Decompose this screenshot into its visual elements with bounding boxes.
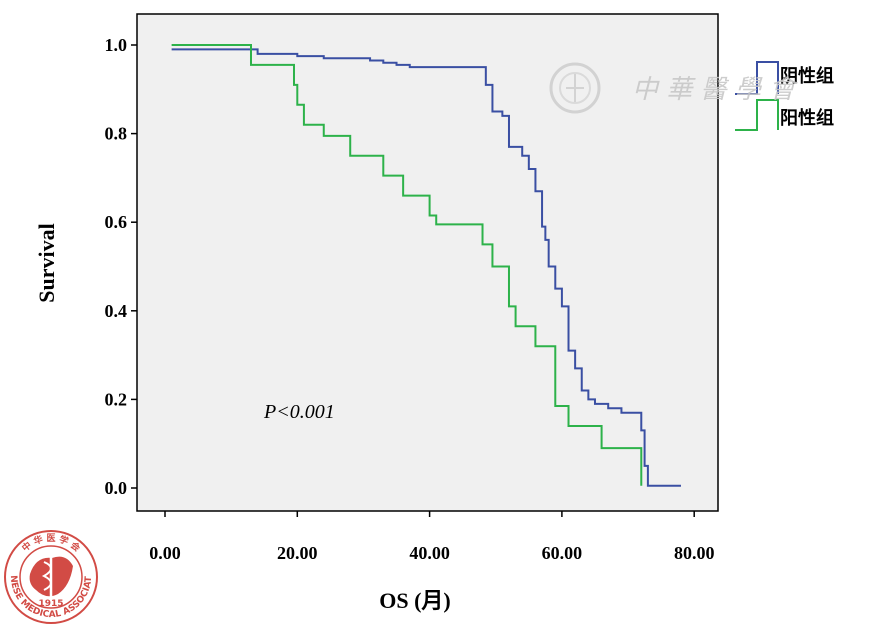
svg-text:1915: 1915 <box>38 599 63 609</box>
legend-label-negative: 阴性组 <box>780 65 834 87</box>
watermark-seal-icon <box>549 62 601 114</box>
x-tick-label: 0.00 <box>149 543 181 563</box>
y-tick-label: 1.0 <box>105 35 128 55</box>
plot-area <box>136 13 719 512</box>
association-logo-icon: 中 华 医 学 会 CHINESE MEDICAL ASSOCIATION 19… <box>0 0 98 624</box>
y-tick-label: 0.6 <box>105 212 128 232</box>
y-tick-label: 0.4 <box>105 301 128 321</box>
watermark: 中 華 醫 學 會 <box>549 62 799 114</box>
legend-swatch-positive <box>735 99 779 131</box>
axes: 0.0 0.2 0.4 0.6 0.8 1.0 0.00 20.00 40.00 60.00 80.… <box>105 35 715 563</box>
y-tick-label: 0.0 <box>105 478 128 498</box>
legend: 阴性组 阳性组 <box>735 61 834 131</box>
legend-swatch-negative <box>735 61 779 95</box>
legend-label-positive: 阳性组 <box>780 107 834 129</box>
x-tick-label: 40.00 <box>409 543 450 563</box>
x-tick-label: 60.00 <box>542 543 583 563</box>
series-line-negative <box>171 48 681 487</box>
x-axis-title: OS (月) <box>379 588 451 613</box>
p-value-annotation: P<0.001 <box>263 401 335 423</box>
series-line-positive <box>171 44 643 486</box>
y-tick-label: 0.2 <box>105 389 128 409</box>
svg-text:CHINESE MEDICAL ASSOCIATION: CHINESE MEDICAL ASSOCIATION <box>0 0 94 620</box>
watermark-text: 中 華 醫 學 會 <box>632 75 799 105</box>
series-lines <box>171 44 681 487</box>
x-tick-label: 80.00 <box>674 543 715 563</box>
x-tick-label: 20.00 <box>277 543 318 563</box>
y-tick-label: 0.8 <box>105 124 128 144</box>
y-axis-title: Survival <box>34 223 59 302</box>
